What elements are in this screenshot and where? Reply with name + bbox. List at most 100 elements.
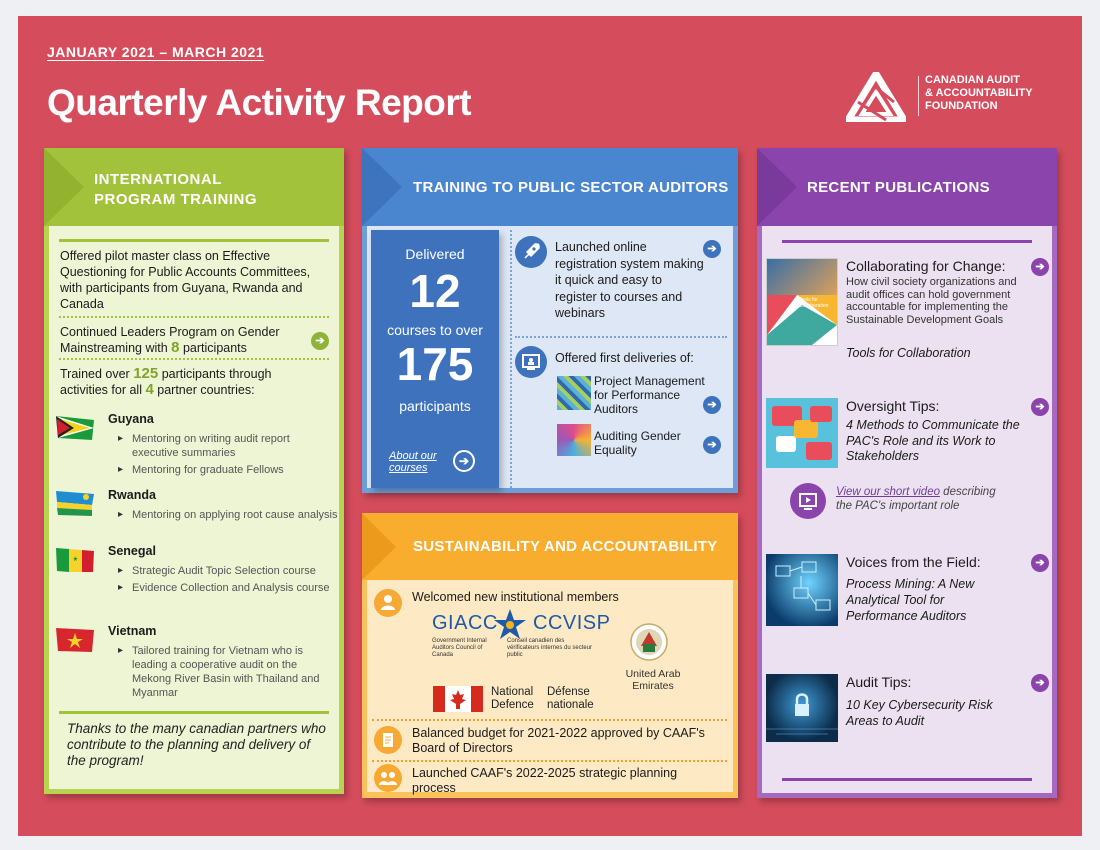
offered-text: Offered first deliveries of:	[555, 351, 694, 365]
uae-label: United Arab Emirates	[622, 668, 684, 692]
arrow-right-icon[interactable]: ➔	[453, 450, 475, 472]
divider	[59, 316, 329, 318]
international-heading: INTERNATIONAL PROGRAM TRAINING	[94, 170, 257, 210]
ccvisp-logo-text: CCVISP	[533, 612, 611, 634]
divider	[515, 336, 727, 338]
vietnam-list: Tailored training for Vietnam who is lea…	[118, 644, 333, 703]
video-text-part: describing	[939, 486, 996, 498]
caaf-logo[interactable]: CANADIAN AUDIT & ACCOUNTABILITY FOUNDATI…	[846, 72, 1056, 132]
heading-line: PROGRAM TRAINING	[94, 191, 257, 208]
arrow-right-icon[interactable]: ➔	[1031, 398, 1049, 416]
text-part: partner countries:	[153, 383, 255, 397]
publication-title: Oversight Tips:	[846, 398, 940, 414]
course-gender-equality: Auditing Gender Equality	[594, 429, 681, 457]
country-name: Vietnam	[108, 624, 157, 638]
logo-line: FOUNDATION	[925, 100, 998, 112]
training-stats-box: Delivered 12 courses to over 175 partici…	[371, 230, 499, 488]
publication-description: Process Mining: A New Analytical Tool fo…	[846, 577, 975, 623]
rwanda-list: Mentoring on applying root cause analysi…	[118, 508, 338, 525]
text-part: participants through activities for all	[60, 367, 272, 397]
page-title: Quarterly Activity Report	[47, 82, 472, 123]
gender-equality-thumbnail	[557, 424, 591, 456]
ccvisp-subtitle: Conseil canadien des vérificateurs inter…	[507, 638, 593, 658]
team-icon	[374, 764, 402, 792]
participants-count: 175	[396, 338, 474, 390]
heading-line: INTERNATIONAL	[94, 171, 222, 188]
country-name: Guyana	[108, 412, 154, 426]
header-arrow-icon	[757, 148, 797, 226]
leaders-program-text: Continued Leaders Program on Gender Main…	[60, 324, 305, 356]
process-mining-thumbnail	[766, 554, 838, 626]
arrow-right-icon[interactable]: ➔	[703, 240, 721, 258]
publication-description: 10 Key Cybersecurity Risk Areas to Audit	[846, 698, 993, 728]
guyana-flag-icon	[56, 416, 94, 440]
about-courses-link[interactable]: About our courses	[389, 450, 437, 474]
divider	[372, 760, 727, 762]
thanks-note: Thanks to the many canadian partners who…	[67, 721, 326, 768]
uae-line: United Arab	[625, 668, 681, 680]
nd-line: National	[491, 686, 534, 698]
rwanda-flag-icon	[56, 491, 94, 516]
trained-text: Trained over 125 participants through ac…	[60, 366, 310, 398]
divider	[59, 358, 329, 360]
senegal-flag-icon	[56, 548, 94, 572]
text-part: Continued Leaders Program on Gender Main…	[60, 325, 280, 355]
courses-count: 12	[409, 265, 461, 317]
arrow-right-icon[interactable]: ➔	[703, 396, 721, 414]
publication-title: Voices from the Field:	[846, 554, 981, 570]
senegal-list: Strategic Audit Topic Selection course E…	[118, 564, 338, 598]
collaboration-cover-thumbnail: Tools for Collaboration	[766, 258, 838, 346]
nd-line: nationale	[547, 699, 594, 711]
divider	[59, 711, 329, 714]
country-name: Rwanda	[108, 488, 156, 502]
participants-count: 8	[171, 339, 180, 356]
national-defence-label: National Defence	[491, 686, 534, 712]
video-text: View our short video describing the PAC's…	[836, 486, 1036, 513]
publications-heading: RECENT PUBLICATIONS	[807, 179, 990, 196]
video-link[interactable]: View our short video	[836, 486, 940, 498]
courses-label: courses to over	[387, 322, 483, 338]
vietnam-flag-icon	[56, 628, 94, 652]
ccvisp-star-icon	[494, 609, 526, 639]
training-heading: TRAINING TO PUBLIC SECTOR AUDITORS	[413, 179, 729, 196]
oversight-tips-thumbnail	[766, 398, 838, 468]
list-item: Evidence Collection and Analysis course	[118, 581, 338, 595]
list-item: Strategic Audit Topic Selection course	[118, 564, 338, 578]
logo-line: & ACCOUNTABILITY	[925, 87, 1033, 99]
divider	[372, 719, 727, 721]
registration-text: Launched online registration system maki…	[555, 240, 704, 320]
video-icon[interactable]	[790, 483, 826, 519]
sustainability-body: Welcomed new institutional members GIACC…	[367, 580, 733, 795]
video-text-part: the PAC's important role	[836, 499, 960, 512]
international-header: INTERNATIONAL PROGRAM TRAINING	[44, 148, 344, 226]
logo-text: CANADIAN AUDIT & ACCOUNTABILITY FOUNDATI…	[925, 74, 1060, 113]
logo-separator	[918, 76, 919, 116]
sustainability-heading: SUSTAINABILITY AND ACCOUNTABILITY	[413, 538, 718, 555]
text-part: Trained over	[60, 367, 134, 381]
nd-line: Defence	[491, 699, 534, 711]
member-icon	[374, 589, 402, 617]
nd-line: Défense	[547, 686, 590, 698]
header-arrow-icon	[362, 513, 396, 580]
divider	[782, 240, 1032, 243]
canada-flag-icon	[433, 686, 483, 712]
arrow-right-icon[interactable]: ➔	[703, 436, 721, 454]
arrow-right-icon[interactable]: ➔	[1031, 554, 1049, 572]
publication-subtitle: Tools for Collaboration	[846, 346, 971, 360]
publication-title: Audit Tips:	[846, 674, 912, 690]
arrow-right-icon[interactable]: ➔	[1031, 258, 1049, 276]
publications-body: Tools for Collaboration Collaborating fo…	[762, 226, 1052, 793]
list-item: Mentoring on applying root cause analysi…	[118, 508, 338, 522]
arrow-right-icon[interactable]: ➔	[1031, 674, 1049, 692]
sustainability-header: SUSTAINABILITY AND ACCOUNTABILITY	[362, 513, 738, 580]
trained-count: 125	[133, 365, 159, 382]
uae-line: Emirates	[632, 680, 674, 692]
sustainability-panel: SUSTAINABILITY AND ACCOUNTABILITY Welcom…	[362, 513, 738, 798]
project-management-thumbnail	[557, 376, 591, 410]
report-period: JANUARY 2021 – MARCH 2021	[47, 44, 265, 60]
arrow-right-icon[interactable]: ➔	[311, 332, 329, 350]
uae-emblem-icon	[630, 623, 668, 661]
online-course-icon	[515, 346, 547, 378]
course-project-management: Project Management for Performance Audit…	[594, 374, 705, 416]
list-item: Mentoring for graduate Fellows	[118, 463, 338, 477]
